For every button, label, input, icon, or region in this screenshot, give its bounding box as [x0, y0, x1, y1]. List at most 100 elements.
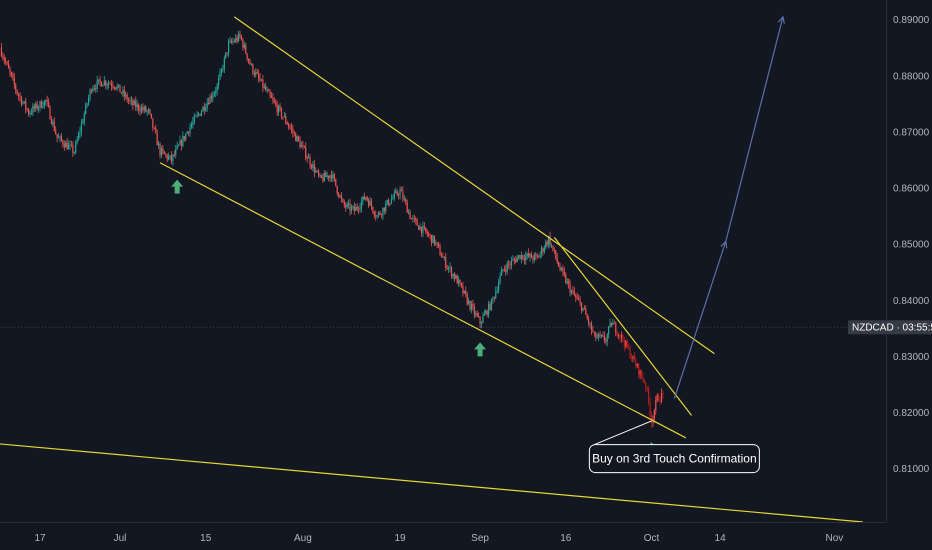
candle — [258, 69, 260, 83]
price-tag-label: NZDCAD · 03:55:58 — [852, 323, 932, 334]
candle — [209, 94, 211, 105]
candle — [596, 333, 598, 339]
price-tick-label: 0.86000 — [893, 184, 930, 195]
candle — [629, 345, 631, 360]
candle — [465, 286, 467, 298]
candle — [513, 257, 515, 265]
candle — [259, 73, 261, 83]
candle — [23, 100, 25, 105]
candle — [165, 152, 167, 158]
annotation-callout[interactable]: Buy on 3rd Touch Confirmation — [588, 420, 760, 474]
candle — [338, 192, 340, 199]
candle — [576, 292, 578, 300]
candle — [173, 150, 175, 157]
candle — [363, 192, 365, 200]
candle — [150, 113, 153, 119]
time-axis[interactable]: 17 Jul 15 Aug 19 Sep 16 Oct 14 Nov — [34, 533, 843, 544]
candle — [206, 98, 208, 112]
candle — [408, 209, 410, 215]
candle — [137, 103, 140, 115]
candle — [370, 198, 373, 210]
candle — [120, 91, 123, 95]
candle — [85, 102, 87, 115]
candle — [215, 86, 217, 98]
candle — [618, 332, 620, 340]
candle — [182, 131, 184, 148]
candle — [233, 38, 235, 43]
candle — [590, 320, 593, 335]
candle — [122, 86, 124, 98]
candle — [369, 196, 371, 207]
candle — [320, 174, 323, 179]
candle — [190, 121, 193, 130]
candle — [29, 110, 31, 118]
candle — [153, 127, 155, 130]
candle — [500, 266, 503, 276]
time-tick-label: 16 — [560, 533, 572, 544]
candle — [342, 198, 344, 204]
candle — [593, 331, 595, 337]
candle — [6, 61, 8, 66]
candle — [9, 65, 11, 77]
candle — [530, 251, 533, 259]
candle — [246, 53, 248, 62]
candle — [359, 203, 361, 213]
candle — [628, 343, 630, 351]
candle — [175, 144, 177, 159]
long-support-trendline[interactable] — [0, 443, 864, 523]
candle — [592, 325, 594, 333]
time-tick-label: 14 — [715, 533, 727, 544]
candle — [423, 222, 425, 231]
candle — [169, 155, 171, 161]
candle — [462, 281, 464, 297]
candle — [66, 137, 68, 150]
candle — [556, 252, 558, 265]
candle — [569, 279, 571, 297]
candle — [398, 192, 400, 200]
candle — [302, 140, 304, 150]
candle — [335, 178, 337, 187]
candle — [450, 265, 453, 279]
candle — [250, 62, 253, 66]
candle — [93, 84, 95, 92]
candle — [358, 206, 360, 215]
candle — [392, 194, 394, 200]
candle — [622, 333, 624, 343]
candle — [489, 301, 491, 311]
candle — [360, 196, 363, 213]
channel-upper-trendline[interactable] — [233, 16, 715, 355]
candle — [415, 216, 417, 225]
candle — [260, 79, 263, 82]
price-tick-label: 0.85000 — [893, 240, 930, 251]
candle — [488, 300, 490, 318]
candle — [96, 75, 98, 93]
candle — [463, 290, 465, 294]
candle — [546, 239, 548, 247]
candle — [289, 123, 291, 130]
candle — [388, 198, 390, 207]
candle — [288, 122, 290, 130]
candle — [315, 167, 317, 174]
channel-lower-trendline[interactable] — [159, 162, 687, 439]
candle — [157, 140, 160, 149]
candle — [602, 331, 604, 338]
candle — [566, 278, 568, 285]
candle — [656, 393, 658, 403]
candle — [483, 309, 485, 317]
candle — [613, 320, 615, 324]
candle — [56, 134, 58, 143]
candle — [179, 135, 181, 146]
candle — [238, 30, 240, 43]
price-axis[interactable]: 0.89000 0.88000 0.87000 0.86000 0.85000 0.840… — [893, 15, 930, 475]
wedge-upper-trendline[interactable] — [553, 237, 692, 416]
candle — [95, 84, 97, 93]
candle — [333, 172, 335, 183]
candle — [146, 109, 148, 116]
candle — [180, 139, 183, 151]
candle — [57, 132, 60, 139]
candle — [268, 88, 270, 92]
candle — [518, 254, 520, 260]
candle — [452, 273, 454, 280]
candle — [409, 209, 411, 220]
